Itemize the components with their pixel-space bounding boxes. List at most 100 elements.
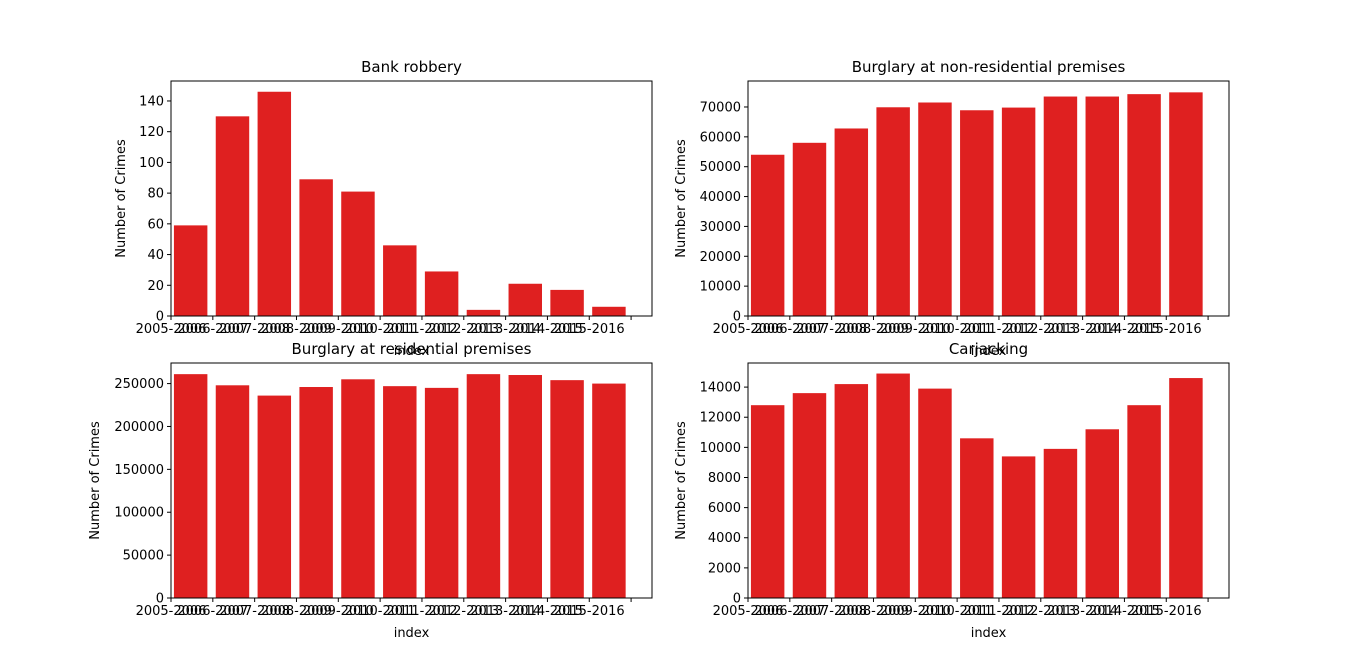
x-tick-label: 2012-2013 (1005, 322, 1076, 337)
x-tick-label: 2006-2007 (754, 604, 825, 619)
y-tick-label: 0 (733, 310, 741, 325)
y-tick-label: 100000 (114, 506, 164, 521)
x-tick-label: 2006-2007 (177, 604, 248, 619)
bar (1085, 96, 1119, 316)
bar (1043, 96, 1078, 316)
bar (876, 107, 910, 316)
bar (466, 374, 501, 598)
plot-frame (747, 362, 1230, 599)
bar (257, 395, 292, 598)
y-tick-label: 0 (733, 592, 741, 607)
y-tick-label: 10000 (700, 280, 741, 295)
y-axis-label: Number of Crimes (114, 139, 129, 258)
bar (550, 289, 584, 316)
bar (918, 388, 952, 598)
bar (1001, 107, 1036, 316)
y-tick-label: 120 (139, 125, 164, 140)
plot-frame (170, 362, 653, 599)
x-tick-label: 2013-2014 (1047, 322, 1118, 337)
bar (299, 179, 333, 316)
bar (257, 91, 292, 316)
chart-panel-1: 0 20 40 60 80 100 120 140 2005-20062006-20072007… (114, 58, 653, 359)
x-tick-label: 2006-2007 (177, 322, 248, 337)
bar (1043, 448, 1078, 598)
chart-title: Burglary at residential premises (292, 340, 532, 358)
x-tick-label: 2014-2015 (512, 604, 583, 619)
bar (173, 225, 208, 316)
x-tick-label: 2007-2008 (219, 322, 290, 337)
y-tick-label: 0 (156, 592, 164, 607)
y-axis-label: Number of Crimes (674, 139, 689, 258)
x-tick-label: 2010-2011 (345, 604, 416, 619)
bar (299, 387, 333, 598)
y-tick-label: 10000 (700, 441, 741, 456)
x-tick-label: 2013-2014 (1047, 604, 1118, 619)
y-tick-label: 50000 (700, 160, 741, 175)
bar (341, 191, 375, 316)
y-tick-label: 8000 (708, 471, 741, 486)
y-axis-label: Number of Crimes (674, 421, 689, 540)
bar (834, 384, 869, 598)
x-tick-label: 2013-2014 (470, 322, 541, 337)
bar (424, 387, 459, 598)
x-tick-label: 2015-2016 (554, 604, 625, 619)
y-tick-label: 2000 (708, 561, 741, 576)
y-tick-label: 6000 (708, 501, 741, 516)
x-tick-label: 2005-2006 (136, 604, 207, 619)
x-tick-label: 2009-2010 (880, 322, 951, 337)
x-axis-label: index (971, 344, 1007, 359)
x-tick-label: 2011-2012 (387, 322, 458, 337)
bar (792, 393, 827, 598)
x-tick-label: 2013-2014 (470, 604, 541, 619)
x-axis-label: index (394, 344, 430, 359)
chart-title: Burglary at non-residential premises (852, 58, 1126, 76)
x-tick-label: 2006-2007 (754, 322, 825, 337)
bar (876, 373, 910, 598)
x-tick-label: 2010-2011 (922, 604, 993, 619)
x-tick-label: 2012-2013 (428, 322, 499, 337)
y-tick-label: 140 (139, 94, 164, 109)
bar (960, 110, 994, 316)
bar (1127, 94, 1161, 316)
x-tick-label: 2010-2011 (922, 322, 993, 337)
bar (215, 385, 250, 598)
chart-title: Bank robbery (361, 58, 462, 76)
bar (508, 375, 542, 598)
x-tick-label: 2012-2013 (428, 604, 499, 619)
x-axis-label: index (971, 626, 1007, 641)
bar (424, 271, 459, 316)
x-tick-label: 2009-2010 (303, 604, 374, 619)
y-tick-label: 30000 (700, 220, 741, 235)
bar (215, 116, 250, 316)
bar (750, 154, 785, 316)
y-tick-label: 200000 (114, 420, 164, 435)
bar (792, 142, 827, 316)
x-tick-label: 2008-2009 (261, 322, 332, 337)
y-axis-label: Number of Crimes (88, 421, 103, 540)
y-tick-label: 4000 (708, 531, 741, 546)
chart-panel-4: 0 2000 4000 6000 8000 10000 12000 14000 2005-200… (674, 340, 1230, 641)
y-tick-label: 14000 (700, 381, 741, 396)
x-tick-label: 2014-2015 (1089, 322, 1160, 337)
x-tick-label: 2008-2009 (838, 604, 909, 619)
x-tick-label: 2008-2009 (838, 322, 909, 337)
bar (834, 128, 869, 316)
y-tick-label: 70000 (700, 100, 741, 115)
bar (1169, 378, 1203, 598)
x-tick-label: 2005-2006 (713, 604, 784, 619)
x-tick-label: 2010-2011 (345, 322, 416, 337)
y-tick-label: 60000 (700, 130, 741, 145)
y-tick-label: 40 (147, 248, 164, 263)
x-tick-label: 2014-2015 (1089, 604, 1160, 619)
x-axis-label: index (394, 626, 430, 641)
y-tick-label: 50000 (123, 549, 164, 564)
x-tick-label: 2014-2015 (512, 322, 583, 337)
x-tick-label: 2011-2012 (387, 604, 458, 619)
bar (592, 306, 626, 316)
y-tick-label: 100 (139, 156, 164, 171)
bar (173, 374, 208, 598)
bar (383, 386, 417, 598)
x-tick-label: 2007-2008 (219, 604, 290, 619)
x-tick-label: 2011-2012 (964, 322, 1035, 337)
x-tick-label: 2012-2013 (1005, 604, 1076, 619)
